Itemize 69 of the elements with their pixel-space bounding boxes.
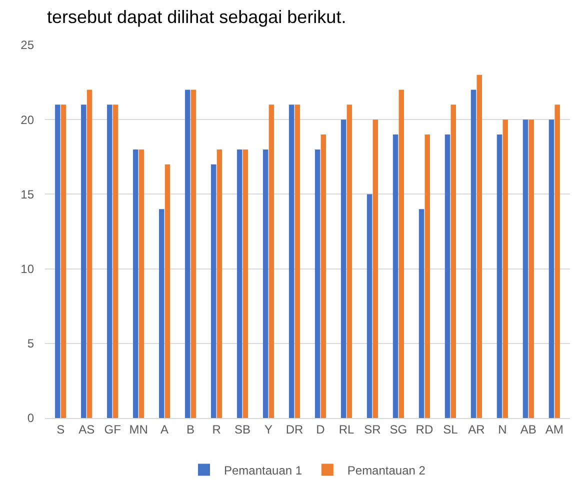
bar <box>366 194 372 418</box>
legend-label: Pemantauan 2 <box>347 463 426 478</box>
text: tersebut dapat dilihat sebagai berikut. <box>47 7 346 27</box>
bar <box>548 120 554 418</box>
x-tick-label: SB <box>234 422 251 436</box>
bar <box>60 104 66 418</box>
y-tick-label: 0 <box>27 411 34 426</box>
bar <box>398 90 404 418</box>
bar <box>470 90 476 418</box>
bar <box>346 104 352 418</box>
bar <box>236 149 242 418</box>
bar <box>55 104 60 418</box>
bar <box>288 104 294 418</box>
x-tick-label: D <box>316 422 326 436</box>
bar <box>554 104 560 418</box>
x-tick-label: RL <box>338 422 354 436</box>
bar <box>496 134 502 418</box>
bar <box>133 149 138 418</box>
y-tick-label: 20 <box>20 112 34 127</box>
x-tick-label: S <box>56 422 65 436</box>
bar <box>528 120 534 418</box>
y-tick-label: 5 <box>27 336 34 351</box>
bar <box>86 90 92 418</box>
x-tick-label: DR <box>286 422 304 436</box>
x-tick-label: Y <box>264 422 273 436</box>
bar <box>450 104 456 418</box>
bar <box>522 120 528 418</box>
bar <box>418 209 424 418</box>
bar <box>159 209 164 418</box>
x-tick-label: A <box>160 422 169 436</box>
x-tick-label: SL <box>443 422 458 436</box>
bar <box>112 104 118 418</box>
bar <box>268 104 274 418</box>
bar <box>138 149 144 418</box>
x-tick-label: SG <box>390 422 408 436</box>
bar <box>262 149 268 418</box>
bar <box>424 134 430 418</box>
bar <box>314 149 320 418</box>
y-tick-label: 25 <box>20 38 34 52</box>
x-tick-label: N <box>498 422 507 436</box>
x-tick-label: B <box>186 422 195 436</box>
x-tick-label: AR <box>468 422 486 436</box>
bar <box>340 120 346 418</box>
bar <box>81 104 86 418</box>
bar <box>320 134 326 418</box>
x-tick-label: SR <box>364 422 382 436</box>
y-tick-label: 15 <box>20 187 34 202</box>
x-tick-label: MN <box>129 422 148 436</box>
bar <box>107 104 112 418</box>
x-tick-label: AM <box>545 422 564 436</box>
x-tick-label: AB <box>520 422 536 436</box>
bar <box>444 134 450 418</box>
bar <box>190 90 196 418</box>
x-tick-label: R <box>212 422 222 436</box>
bar <box>476 74 482 418</box>
bar <box>294 104 300 418</box>
x-tick-label: AS <box>78 422 95 436</box>
bar <box>184 90 190 418</box>
bar <box>216 149 222 418</box>
x-tick-label: RD <box>416 422 434 436</box>
bar <box>164 164 170 418</box>
bar <box>392 134 398 418</box>
bar <box>242 149 248 418</box>
y-tick-label: 10 <box>20 262 34 276</box>
legend-label: Pemantauan 1 <box>224 463 302 478</box>
bar <box>372 120 378 418</box>
bar <box>502 120 508 418</box>
bar <box>210 164 216 418</box>
x-tick-label: GF <box>104 422 121 436</box>
